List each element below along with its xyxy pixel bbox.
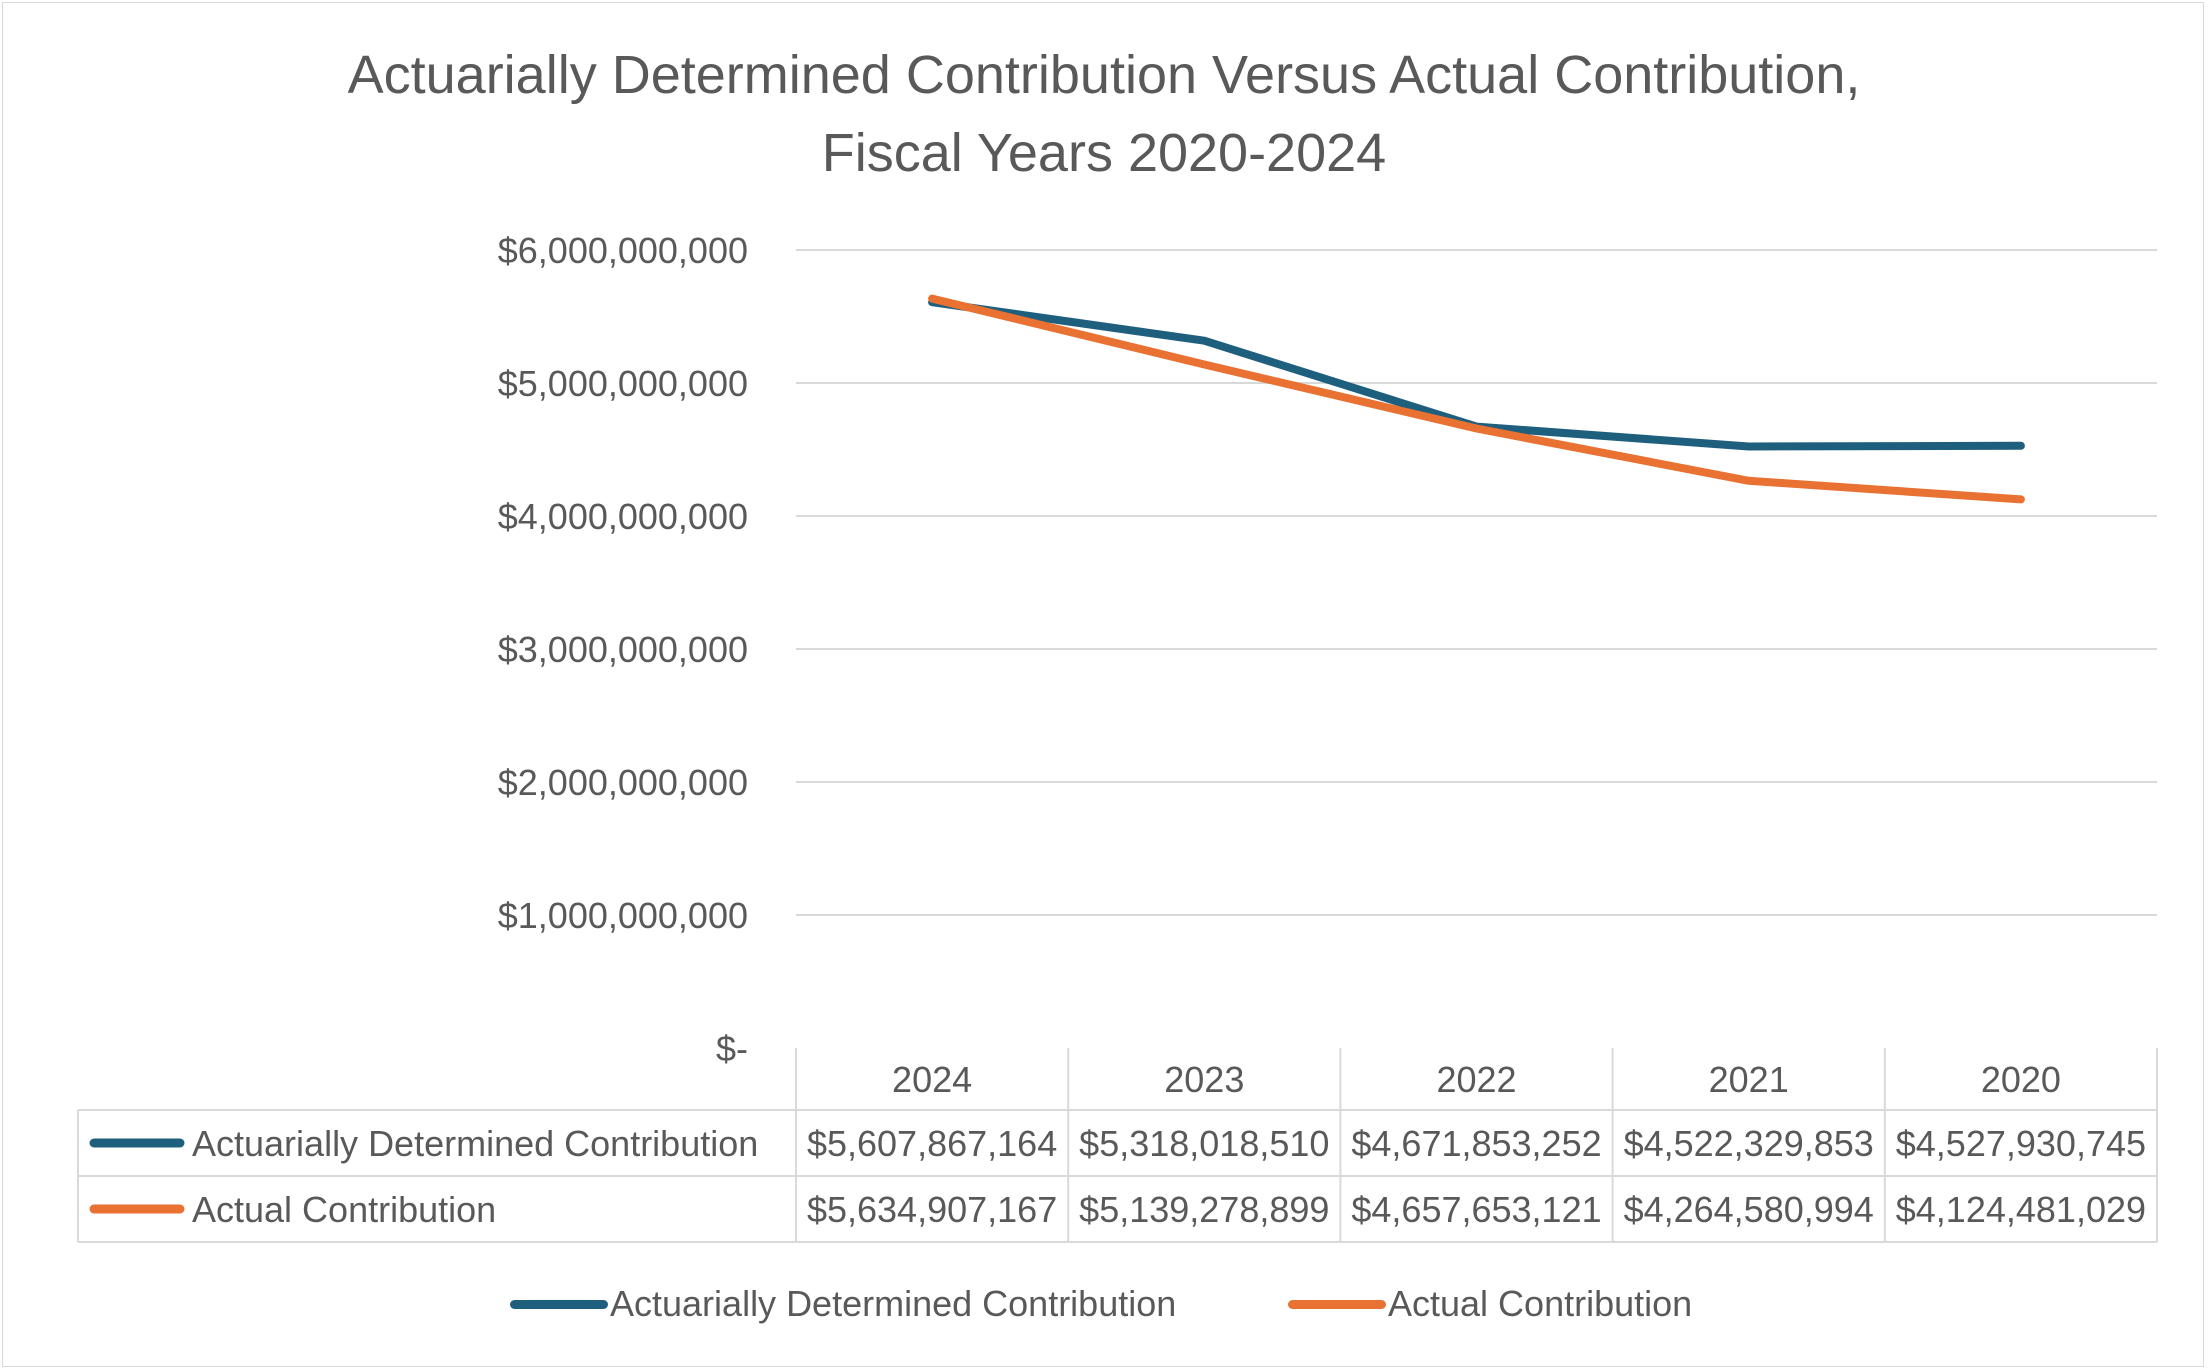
y-tick-label: $- [716, 1028, 748, 1069]
x-category-label: 2020 [1981, 1059, 2061, 1100]
y-axis-tick-labels: $6,000,000,000 $5,000,000,000 $4,000,000,0… [498, 230, 748, 1069]
table-cell-value: $4,657,653,121 [1351, 1189, 1601, 1230]
legend-swatch-actual-contribution [1288, 1300, 1386, 1309]
y-tick-label: $2,000,000,000 [498, 762, 748, 803]
y-tick-label: $3,000,000,000 [498, 629, 748, 670]
series-line-actual-contribution [928, 294, 2025, 504]
y-tick-label: $6,000,000,000 [498, 230, 748, 271]
table-cell-value: $4,671,853,252 [1351, 1123, 1601, 1164]
table-cell-value: $4,124,481,029 [1896, 1189, 2146, 1230]
y-tick-label: $1,000,000,000 [498, 895, 748, 936]
x-category-label: 2021 [1709, 1059, 1789, 1100]
table-series-name: Actuarially Determined Contribution [192, 1123, 758, 1164]
legend-label-actual-contribution: Actual Contribution [1388, 1283, 1693, 1324]
series-lines [928, 294, 2025, 504]
y-tick-label: $4,000,000,000 [498, 496, 748, 537]
x-category-label: 2023 [1164, 1059, 1244, 1100]
table-cell-value: $5,607,867,164 [807, 1123, 1057, 1164]
table-cell-value: $5,318,018,510 [1079, 1123, 1329, 1164]
gridlines [796, 249, 2157, 916]
x-category-label: 2022 [1436, 1059, 1516, 1100]
x-category-label: 2024 [892, 1059, 972, 1100]
y-tick-label: $5,000,000,000 [498, 363, 748, 404]
table-series-name: Actual Contribution [192, 1189, 496, 1230]
table-cell-value: $5,139,278,899 [1079, 1189, 1329, 1230]
legend-swatch-actuarially-determined [510, 1300, 608, 1309]
legend: Actuarially Determined Contribution Actu… [0, 1278, 2208, 1330]
table-cell-value: $4,264,580,994 [1624, 1189, 1874, 1230]
data-table: 2024 2023 2022 2021 2020 Actuarially Determin… [77, 1048, 2158, 1243]
table-cell-value: $4,522,329,853 [1624, 1123, 1874, 1164]
legend-label-actuarially-determined: Actuarially Determined Contribution [610, 1283, 1177, 1324]
chart-title-line-2: Fiscal Years 2020-2024 [821, 123, 1387, 183]
table-cell-value: $4,527,930,745 [1896, 1123, 2146, 1164]
chart-title-line-1: Actuarially Determined Contribution Vers… [347, 45, 1861, 105]
table-cell-value: $5,634,907,167 [807, 1189, 1057, 1230]
